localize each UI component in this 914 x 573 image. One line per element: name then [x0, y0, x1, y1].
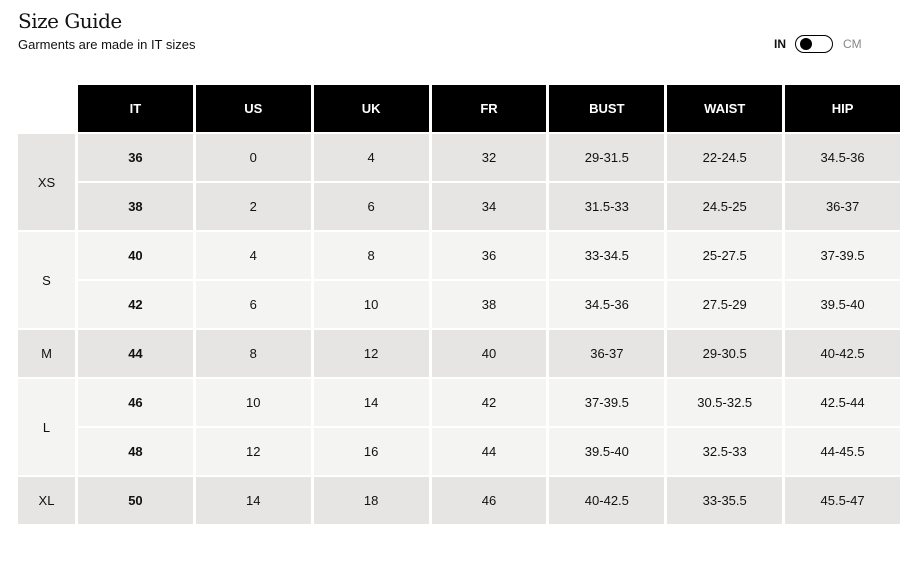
- table-cell-hip: 44-45.5: [785, 428, 900, 475]
- table-cell-it: 44: [78, 330, 193, 377]
- size-group-label: S: [18, 232, 75, 328]
- table-cell-fr: 40: [431, 330, 547, 377]
- table-cell-it: 38: [78, 183, 193, 230]
- table-cell-uk: 16: [313, 428, 429, 475]
- table-cell-hip: 34.5-36: [785, 134, 900, 181]
- table-cell-us: 6: [195, 281, 311, 328]
- table-cell-waist: 25-27.5: [667, 232, 783, 279]
- table-cell-waist: 33-35.5: [667, 477, 783, 524]
- table-cell-us: 8: [195, 330, 311, 377]
- column-header-uk: UK: [313, 85, 429, 132]
- table-cell-bust: 34.5-36: [549, 281, 665, 328]
- unit-toggle-group: IN CM: [774, 35, 862, 53]
- table-cell-hip: 42.5-44: [785, 379, 900, 426]
- table-cell-hip: 45.5-47: [785, 477, 900, 524]
- column-header-waist: WAIST: [667, 85, 783, 132]
- table-cell-fr: 34: [431, 183, 547, 230]
- table-cell-bust: 37-39.5: [549, 379, 665, 426]
- table-cell-hip: 36-37: [785, 183, 900, 230]
- table-cell-hip: 40-42.5: [785, 330, 900, 377]
- table-cell-it: 46: [78, 379, 193, 426]
- table-cell-fr: 32: [431, 134, 547, 181]
- table-cell-bust: 40-42.5: [549, 477, 665, 524]
- column-header-hip: HIP: [785, 85, 900, 132]
- table-cell-it: 50: [78, 477, 193, 524]
- table-cell-uk: 4: [313, 134, 429, 181]
- table-cell-waist: 30.5-32.5: [667, 379, 783, 426]
- table-cell-bust: 39.5-40: [549, 428, 665, 475]
- table-cell-fr: 46: [431, 477, 547, 524]
- size-group-label: L: [18, 379, 75, 475]
- table-cell-uk: 12: [313, 330, 429, 377]
- table-cell-it: 36: [78, 134, 193, 181]
- table-cell-us: 12: [195, 428, 311, 475]
- table-cell-uk: 14: [313, 379, 429, 426]
- table-cell-fr: 44: [431, 428, 547, 475]
- table-cell-it: 48: [78, 428, 193, 475]
- table-cell-fr: 42: [431, 379, 547, 426]
- toggle-knob: [800, 38, 812, 50]
- unit-in-label[interactable]: IN: [774, 37, 786, 51]
- table-cell-waist: 24.5-25: [667, 183, 783, 230]
- table-cell-uk: 10: [313, 281, 429, 328]
- size-group-label: XL: [18, 477, 75, 524]
- table-cell-fr: 36: [431, 232, 547, 279]
- table-cell-uk: 6: [313, 183, 429, 230]
- table-cell-us: 14: [195, 477, 311, 524]
- table-cell-waist: 27.5-29: [667, 281, 783, 328]
- table-cell-it: 42: [78, 281, 193, 328]
- table-cell-bust: 29-31.5: [549, 134, 665, 181]
- table-cell-us: 2: [195, 183, 311, 230]
- table-cell-bust: 31.5-33: [549, 183, 665, 230]
- table-cell-waist: 29-30.5: [667, 330, 783, 377]
- table-cell-uk: 8: [313, 232, 429, 279]
- size-table: IT US UK FR BUST WAIST HIP XS 36 0 4 32 29-31.5 22-24…: [18, 85, 900, 573]
- table-cell-waist: 22-24.5: [667, 134, 783, 181]
- table-cell-bust: 33-34.5: [549, 232, 665, 279]
- table-cell-us: 4: [195, 232, 311, 279]
- size-group-label: M: [18, 330, 75, 377]
- table-cell-it: 40: [78, 232, 193, 279]
- table-cell-fr: 38: [431, 281, 547, 328]
- page-title: Size Guide: [18, 9, 122, 33]
- page-subtitle: Garments are made in IT sizes: [18, 37, 196, 52]
- table-cell-us: 10: [195, 379, 311, 426]
- column-header-it: IT: [78, 85, 193, 132]
- unit-toggle[interactable]: [795, 35, 833, 53]
- table-cell-us: 0: [195, 134, 311, 181]
- table-cell-bust: 36-37: [549, 330, 665, 377]
- column-header-fr: FR: [431, 85, 547, 132]
- header-blank-cell: [18, 85, 75, 132]
- table-cell-hip: 39.5-40: [785, 281, 900, 328]
- table-cell-waist: 32.5-33: [667, 428, 783, 475]
- table-cell-uk: 18: [313, 477, 429, 524]
- size-group-label: XS: [18, 134, 75, 230]
- column-header-bust: BUST: [549, 85, 665, 132]
- unit-cm-label[interactable]: CM: [843, 37, 862, 51]
- table-cell-hip: 37-39.5: [785, 232, 900, 279]
- column-header-us: US: [195, 85, 311, 132]
